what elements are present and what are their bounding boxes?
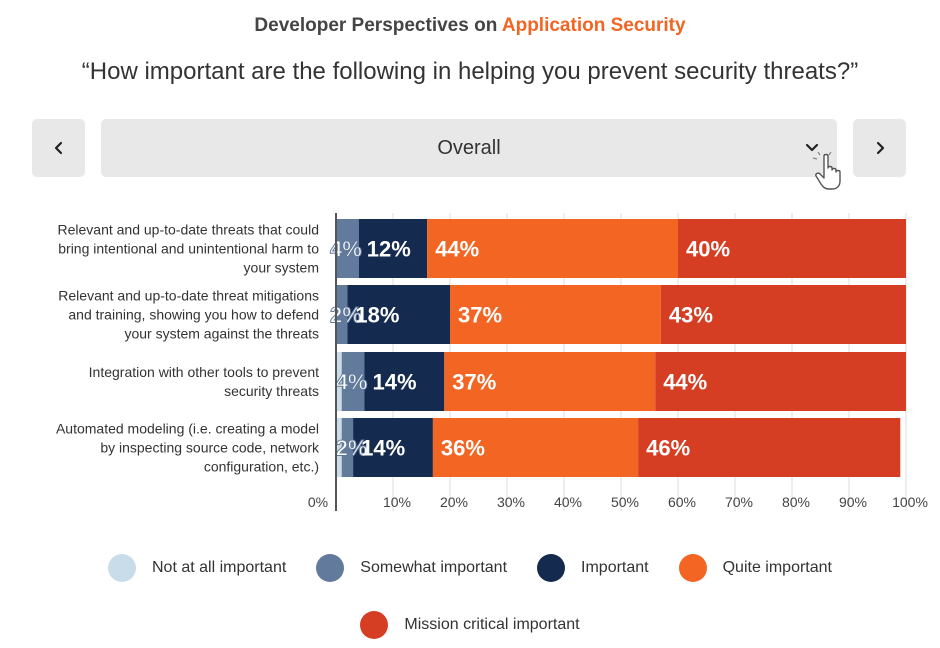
category-label: by inspecting source code, network — [100, 440, 320, 456]
chart-title: Developer Perspectives on Application Se… — [0, 15, 940, 37]
legend-item[interactable]: Somewhat important — [316, 554, 507, 582]
data-label: 4% — [330, 237, 362, 262]
bar-segment — [678, 219, 906, 278]
bar-segment — [336, 352, 342, 411]
chevron-right-icon — [876, 141, 884, 155]
legend-swatch — [678, 554, 707, 582]
legend-label: Mission critical important — [404, 616, 580, 633]
chevron-left-icon — [54, 141, 62, 155]
legend-item[interactable]: Important — [537, 554, 649, 582]
data-label: 14% — [361, 436, 405, 461]
survey-question: “How important are the following in help… — [81, 58, 859, 85]
category-dropdown[interactable]: Overall — [101, 119, 837, 177]
bar-segment — [450, 285, 661, 344]
data-label: 18% — [355, 303, 399, 328]
data-label: 44% — [435, 237, 479, 262]
x-tick-label: 90% — [839, 494, 867, 510]
dropdown-selected-value: Overall — [437, 136, 501, 159]
bar-segment — [427, 219, 678, 278]
data-label: 12% — [367, 237, 411, 262]
data-label: 37% — [458, 303, 502, 328]
category-label: Automated modeling (i.e. creating a mode… — [56, 421, 319, 437]
x-tick-label: 30% — [497, 494, 525, 510]
title-prefix: Developer Perspectives on — [254, 15, 498, 36]
category-label: bring intentional and unintentional harm… — [58, 241, 319, 257]
bar-segment — [353, 418, 433, 477]
bar-segment — [341, 418, 354, 477]
bar-segment — [336, 285, 348, 344]
x-tick-label: 20% — [440, 494, 468, 510]
data-label: 36% — [441, 436, 485, 461]
data-label: 40% — [686, 237, 730, 262]
previous-button[interactable] — [32, 119, 85, 177]
bar-segment — [655, 352, 906, 411]
bar-segment — [341, 352, 365, 411]
category-label: and training, showing you how to defend — [68, 307, 319, 323]
legend-row-2: Mission critical important — [0, 611, 940, 639]
x-tick-label: 50% — [611, 494, 639, 510]
bar-segment — [660, 285, 906, 344]
bar-segment — [432, 418, 639, 477]
x-tick-label: 80% — [782, 494, 810, 510]
legend-swatch — [537, 554, 566, 582]
x-tick-label: 100% — [892, 494, 928, 510]
legend-swatch — [316, 554, 345, 582]
data-label: 43% — [669, 303, 713, 328]
bar-segment — [336, 219, 359, 278]
category-label: security threats — [224, 383, 319, 399]
bar-segment — [444, 352, 656, 411]
legend-item[interactable]: Mission critical important — [360, 611, 580, 639]
legend-label: Somewhat important — [360, 559, 508, 576]
legend-label: Quite important — [722, 559, 832, 576]
bar-segment — [638, 418, 901, 477]
chevron-down-icon — [805, 143, 819, 152]
data-label: 37% — [452, 370, 496, 395]
bar-segment — [347, 285, 450, 344]
data-label: 2% — [336, 436, 368, 461]
data-label: 14% — [373, 370, 417, 395]
next-button[interactable] — [853, 119, 906, 177]
category-label: your system — [244, 260, 319, 276]
bar-segment — [336, 418, 342, 477]
category-label: configuration, etc.) — [204, 459, 319, 475]
legend-item[interactable]: Not at all important — [108, 554, 286, 582]
x-tick-label: 10% — [383, 494, 411, 510]
bar-segment — [358, 219, 428, 278]
category-label: Integration with other tools to prevent — [89, 364, 319, 380]
title-accent: Application Security — [501, 15, 686, 36]
x-tick-label: 40% — [554, 494, 582, 510]
data-label: 44% — [663, 370, 707, 395]
data-label: 4% — [336, 370, 368, 395]
hand-pointer-icon — [812, 152, 841, 190]
legend-swatch — [108, 554, 136, 582]
legend: Not at all important Somewhat important Im… — [0, 554, 940, 582]
bar-segment — [364, 352, 445, 411]
category-label: Relevant and up-to-date threats that cou… — [57, 222, 319, 238]
x-tick-label: 60% — [668, 494, 696, 510]
legend-item[interactable]: Quite important — [678, 554, 832, 582]
data-label: 46% — [646, 436, 690, 461]
legend-label: Not at all important — [152, 559, 287, 576]
x-tick-label: 0% — [308, 494, 328, 510]
category-label: your system against the threats — [124, 326, 319, 342]
legend-swatch — [360, 611, 389, 639]
category-label: Relevant and up-to-date threat mitigatio… — [58, 288, 319, 304]
legend-label: Important — [581, 559, 649, 576]
x-tick-label: 70% — [725, 494, 753, 510]
